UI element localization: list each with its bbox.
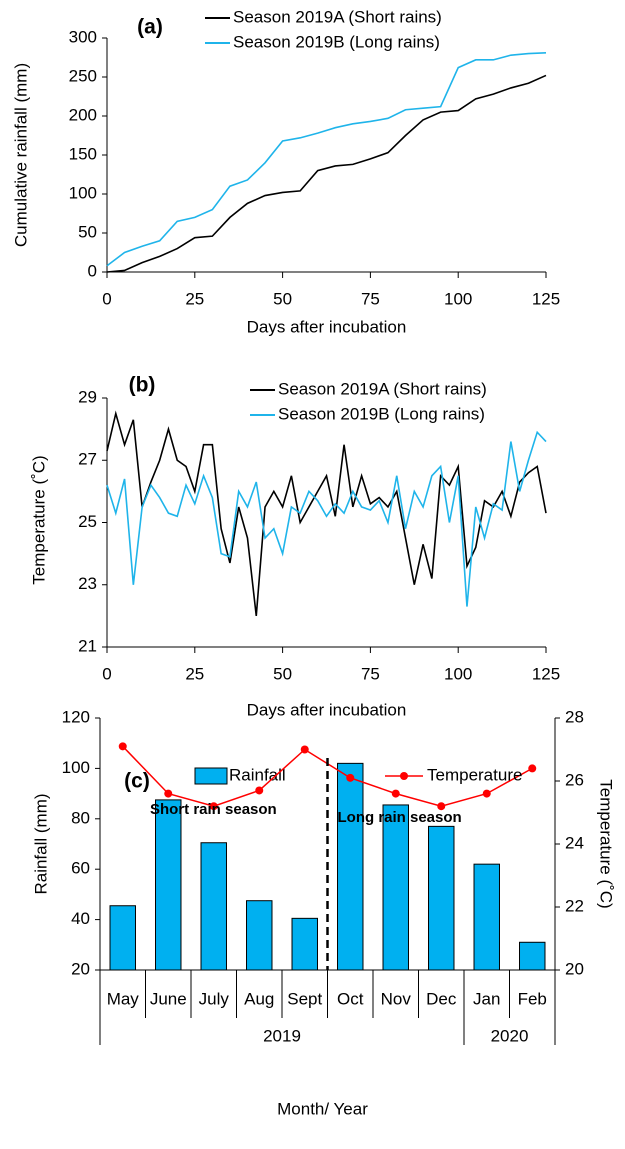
bar [337, 762, 364, 971]
y-tick-label: 50 [78, 222, 97, 241]
x-tick-label: Nov [381, 989, 412, 1008]
x-axis-title: Days after incubation [247, 317, 407, 336]
series-line [106, 410, 547, 616]
y-tick-label: 100 [62, 758, 90, 777]
x-tick-label: 100 [444, 289, 472, 308]
x-tick-label: 100 [444, 664, 472, 683]
y2-tick-label: 28 [565, 707, 584, 726]
group-label: 2019 [263, 1026, 301, 1045]
series-line [106, 52, 547, 267]
x-axis-title: Month/ Year [277, 1099, 368, 1118]
annotation: Long rain season [338, 809, 462, 826]
x-tick-label: 25 [185, 664, 204, 683]
bar [200, 842, 227, 971]
y-tick-label: 120 [62, 707, 90, 726]
bar [428, 825, 455, 971]
x-tick-label: June [150, 989, 187, 1008]
x-tick-label: 125 [532, 664, 560, 683]
x-tick-label: Oct [337, 989, 364, 1008]
point [391, 789, 400, 798]
x-tick-label: May [107, 989, 140, 1008]
point [209, 802, 218, 811]
y-axis-title: Temperature (˚C) [29, 455, 48, 584]
point [164, 789, 173, 798]
bar [291, 917, 318, 971]
y-tick-label: 150 [69, 144, 97, 163]
y-axis-title: Rainfall (mm) [31, 793, 50, 894]
y2-tick-label: 20 [565, 959, 584, 978]
y2-tick-label: 22 [565, 896, 584, 915]
legend-swatch [194, 767, 228, 785]
panel-title: (c) [124, 770, 150, 793]
legend-label: Season 2019B (Long rains) [233, 32, 440, 51]
x-tick-label: Sept [287, 989, 322, 1008]
bar [473, 863, 500, 971]
series-line [106, 430, 547, 607]
y-tick-label: 100 [69, 183, 97, 202]
legend-label: Season 2019B (Long rains) [278, 404, 485, 423]
x-tick-label: 125 [532, 289, 560, 308]
x-tick-label: 50 [273, 289, 292, 308]
y-tick-label: 21 [78, 636, 97, 655]
y-tick-label: 200 [69, 105, 97, 124]
point [300, 745, 309, 754]
point [528, 764, 537, 773]
x-tick-label: Aug [244, 989, 274, 1008]
y-tick-label: 250 [69, 66, 97, 85]
point [346, 773, 355, 782]
bar [382, 804, 409, 971]
y-tick-label: 29 [78, 387, 97, 406]
x-tick-label: 75 [361, 664, 380, 683]
x-tick-label: 50 [273, 664, 292, 683]
panel-title: (a) [137, 16, 163, 39]
y-tick-label: 27 [78, 450, 97, 469]
y-tick-label: 80 [71, 808, 90, 827]
legend-marker [400, 772, 408, 780]
series-line [106, 74, 547, 273]
x-tick-label: 25 [185, 289, 204, 308]
x-tick-label: Dec [426, 989, 457, 1008]
x-tick-label: 0 [102, 289, 111, 308]
point [255, 786, 264, 795]
group-label: 2020 [491, 1026, 529, 1045]
y-tick-label: 25 [78, 512, 97, 531]
bar [155, 799, 182, 971]
annotation: Short rain season [150, 801, 277, 818]
y-tick-label: 20 [71, 959, 90, 978]
x-tick-label: July [199, 989, 230, 1008]
point [437, 802, 446, 811]
bar [519, 941, 546, 971]
y-tick-label: 60 [71, 859, 90, 878]
x-tick-label: Jan [473, 989, 500, 1008]
bar [109, 905, 136, 971]
legend-label: Season 2019A (Short rains) [278, 379, 487, 398]
y2-axis-title: Temperature (˚C) [597, 779, 616, 908]
point [482, 789, 491, 798]
x-tick-label: Feb [518, 989, 547, 1008]
legend-label: Temperature [427, 765, 522, 784]
y2-tick-label: 24 [565, 833, 584, 852]
panel-title: (b) [129, 374, 156, 397]
bar [246, 900, 273, 971]
point [118, 742, 127, 751]
y-tick-label: 40 [71, 909, 90, 928]
y-axis-title: Cumulative rainfall (mm) [11, 63, 30, 247]
y-tick-label: 300 [69, 27, 97, 46]
x-axis-title: Days after incubation [247, 700, 407, 719]
y-tick-label: 0 [88, 261, 97, 280]
x-tick-label: 0 [102, 664, 111, 683]
y2-tick-label: 26 [565, 770, 584, 789]
y-tick-label: 23 [78, 574, 97, 593]
legend-label: Season 2019A (Short rains) [233, 7, 442, 26]
x-tick-label: 75 [361, 289, 380, 308]
